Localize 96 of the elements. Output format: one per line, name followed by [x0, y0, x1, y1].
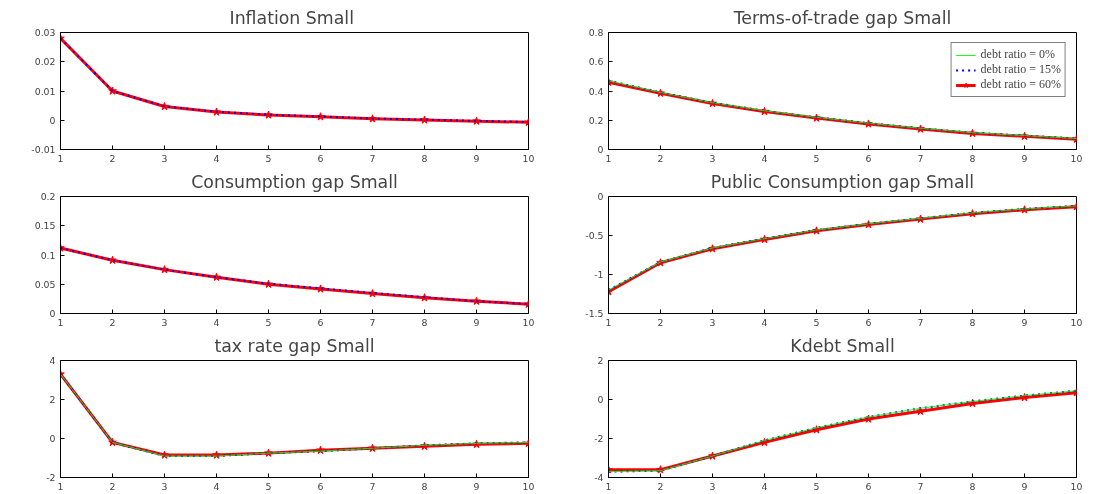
x-tick-label: 9: [1021, 152, 1028, 164]
x-tick-label: 2: [109, 480, 116, 492]
y-tick-label: 0.2: [40, 191, 56, 202]
y-tick-label: -0.5: [585, 230, 604, 241]
x-tick-label: 1: [605, 480, 612, 492]
x-tick-label: 3: [161, 316, 168, 328]
y-tick-label: 0.1: [40, 249, 56, 261]
legend-label: debt ratio = 0%: [980, 47, 1055, 62]
legend-label: debt ratio = 15%: [980, 62, 1061, 77]
y-tick-label: 0.2: [588, 114, 604, 126]
y-tick-label: 0.02: [34, 56, 56, 68]
x-tick-label: 10: [522, 152, 535, 164]
x-tick-label: 7: [369, 480, 376, 492]
x-tick-label: 7: [917, 480, 924, 492]
y-tick-label: 2: [49, 394, 56, 405]
x-tick-label: 9: [1021, 480, 1028, 492]
y-tick-label: 0.4: [588, 85, 604, 97]
y-tick-label: 0.01: [34, 85, 56, 97]
x-tick-label: 2: [109, 316, 116, 328]
x-tick-label: 6: [317, 480, 324, 492]
x-tick-label: 8: [421, 480, 428, 492]
x-tick-label: 9: [473, 316, 480, 328]
x-tick-label: 4: [761, 316, 768, 328]
y-tick-label: 0.05: [34, 278, 56, 290]
x-tick-label: 10: [522, 480, 535, 492]
y-tick-label: 0: [49, 114, 56, 126]
x-tick-label: 5: [265, 480, 272, 492]
x-tick-label: 6: [865, 480, 872, 492]
y-tick-label: 0.8: [588, 27, 604, 38]
x-tick-label: 3: [709, 480, 716, 492]
x-tick-label: 5: [813, 480, 820, 492]
y-tick-label: 0: [597, 191, 604, 202]
x-tick-label: 8: [421, 316, 428, 328]
y-tick-label: 0.6: [588, 56, 604, 68]
y-tick-label: -4: [594, 472, 604, 483]
y-tick-label: -1.5: [585, 308, 604, 319]
y-tick-label: 0: [49, 308, 56, 319]
x-tick-label: 1: [57, 316, 64, 328]
x-tick-label: 3: [709, 316, 716, 328]
x-tick-label: 1: [57, 152, 64, 164]
x-tick-label: 4: [761, 152, 768, 164]
chart-title: Public Consumption gap Small: [710, 171, 975, 192]
x-tick-label: 4: [761, 480, 768, 492]
x-tick-label: 9: [473, 152, 480, 164]
x-tick-label: 9: [1021, 316, 1028, 328]
x-tick-label: 7: [917, 152, 924, 164]
x-tick-label: 2: [109, 152, 116, 164]
x-tick-label: 3: [709, 152, 716, 164]
x-tick-label: 4: [213, 152, 220, 164]
y-tick-label: -2: [594, 433, 604, 444]
x-tick-label: 1: [605, 316, 612, 328]
x-tick-label: 6: [865, 316, 872, 328]
x-tick-label: 3: [161, 480, 168, 492]
y-tick-label: 4: [49, 355, 56, 366]
x-tick-label: 7: [369, 316, 376, 328]
chart-title: Terms-of-trade gap Small: [732, 7, 952, 28]
x-tick-label: 8: [969, 480, 976, 492]
x-tick-label: 2: [657, 152, 664, 164]
x-tick-label: 6: [865, 152, 872, 164]
x-tick-label: 9: [473, 480, 480, 492]
x-tick-label: 2: [657, 316, 664, 328]
y-tick-label: -1: [594, 269, 604, 280]
x-tick-label: 3: [161, 152, 168, 164]
x-tick-label: 4: [213, 316, 220, 328]
chart-title: Kdebt Small: [790, 335, 895, 356]
y-tick-label: -2: [46, 472, 56, 483]
y-tick-label: -0.01: [31, 144, 56, 155]
y-tick-label: 0: [49, 433, 56, 444]
x-tick-label: 7: [369, 152, 376, 164]
x-tick-label: 6: [317, 152, 324, 164]
x-tick-label: 5: [265, 152, 272, 164]
y-tick-label: 0.03: [34, 27, 56, 38]
x-tick-label: 10: [522, 316, 535, 328]
x-tick-label: 5: [813, 316, 820, 328]
chart-title: tax rate gap Small: [214, 335, 375, 356]
x-tick-label: 10: [1070, 152, 1083, 164]
legend-label: debt ratio = 60%: [980, 77, 1061, 92]
x-tick-label: 8: [969, 316, 976, 328]
y-tick-label: 0: [597, 394, 604, 405]
x-tick-label: 8: [421, 152, 428, 164]
y-tick-label: 0.15: [34, 220, 56, 232]
x-tick-label: 5: [813, 152, 820, 164]
x-tick-label: 10: [1070, 316, 1083, 328]
x-tick-label: 10: [1070, 480, 1083, 492]
x-tick-label: 2: [657, 480, 664, 492]
x-tick-label: 5: [265, 316, 272, 328]
x-tick-label: 1: [605, 152, 612, 164]
chart-title: Consumption gap Small: [191, 171, 398, 192]
y-tick-label: 0: [597, 144, 604, 155]
x-tick-label: 4: [213, 480, 220, 492]
x-tick-label: 7: [917, 316, 924, 328]
x-tick-label: 8: [969, 152, 976, 164]
x-tick-label: 6: [317, 316, 324, 328]
x-tick-label: 1: [57, 480, 64, 492]
chart-title: Inflation Small: [229, 7, 354, 28]
y-tick-label: 2: [597, 355, 604, 366]
